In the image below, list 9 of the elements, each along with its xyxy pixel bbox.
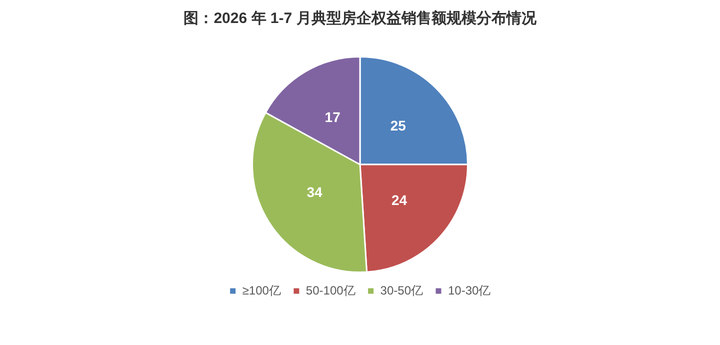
chart-title: 图：2026 年 1-7 月典型房企权益销售额规模分布情况	[184, 9, 538, 28]
legend-label: ≥100亿	[242, 283, 281, 298]
data-label: 34	[306, 184, 323, 200]
data-label: 25	[390, 117, 406, 134]
legend-label: 50-100亿	[306, 283, 356, 298]
legend-label: 10-30亿	[448, 283, 491, 298]
legend-label: 30-50亿	[380, 283, 423, 298]
data-label: 17	[324, 108, 341, 125]
data-label: 24	[391, 192, 408, 208]
